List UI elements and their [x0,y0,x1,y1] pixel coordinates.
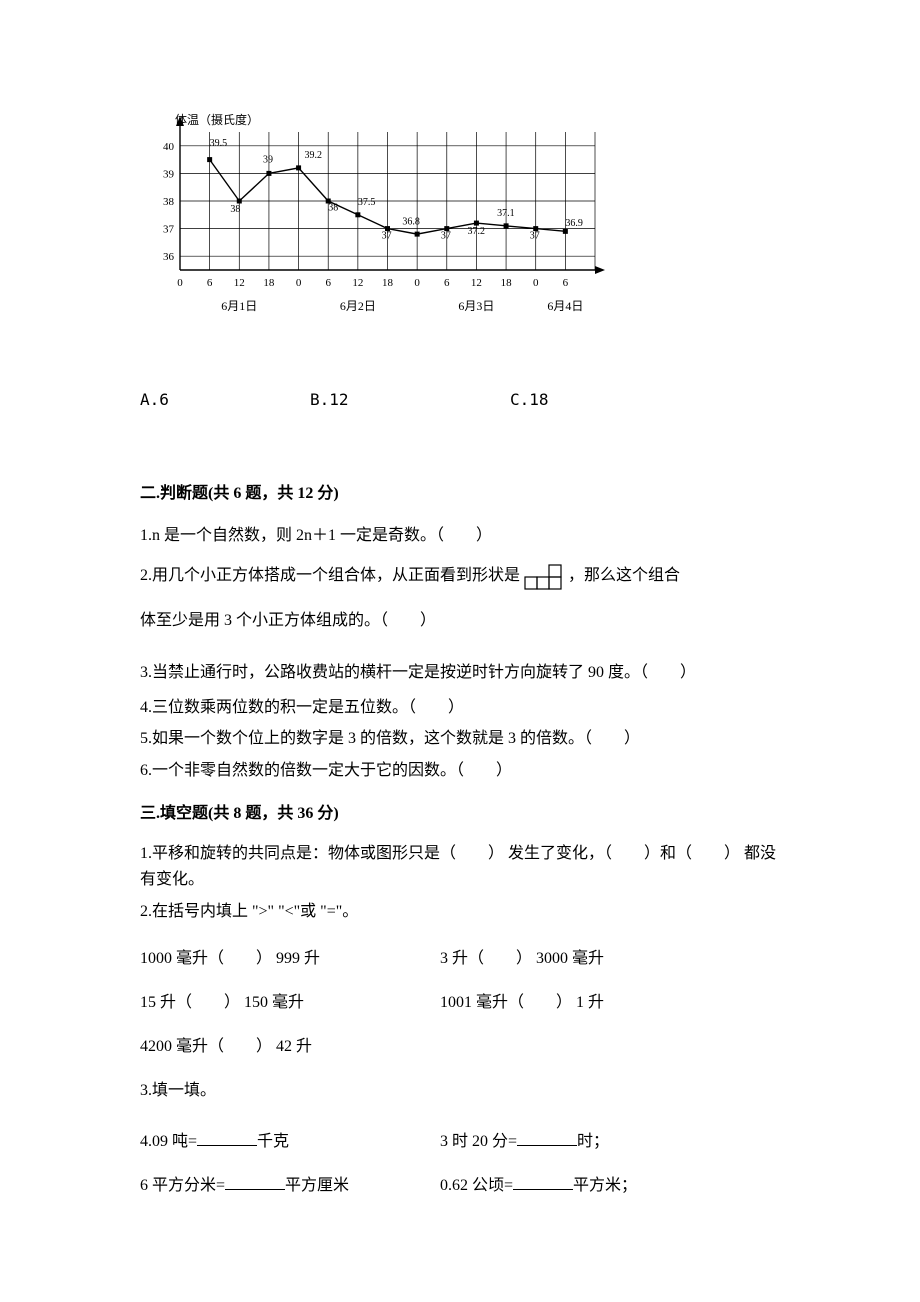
svg-text:6月3日: 6月3日 [458,299,494,313]
blank [197,1129,257,1146]
svg-text:37: 37 [382,230,392,241]
s3-q2-r2-r: 1001 毫升（ ） 1 升 [440,988,604,1012]
option-c: C.18 [510,390,549,409]
s3-q3-r2-l-a: 6 平方分米= [140,1177,225,1194]
shape-icon [524,563,564,591]
s3-q3-r1-r-b: 时； [577,1133,609,1150]
svg-text:12: 12 [471,277,482,289]
svg-text:0: 0 [414,277,420,289]
option-a: A.6 [140,390,310,409]
svg-text:37: 37 [441,230,451,241]
svg-text:38: 38 [163,196,175,208]
svg-text:6: 6 [444,277,450,289]
option-b: B.12 [310,390,510,409]
svg-text:38: 38 [328,203,338,214]
svg-text:18: 18 [501,277,512,289]
svg-text:6: 6 [325,277,331,289]
s3-q2-row2: 15 升（ ） 150 毫升 1001 毫升（ ） 1 升 [140,988,790,1012]
chart-svg: 36 37 38 39 40 体温（摄氏度） 0 6 12 18 0 6 12 18 0 6 12 18 0 6 6月1… [140,110,610,335]
s3-q3-r1-l: 4.09 吨= 千克 [140,1127,440,1151]
svg-text:39.2: 39.2 [305,150,323,161]
svg-text:18: 18 [263,277,275,289]
svg-text:18: 18 [382,277,394,289]
svg-text:37.5: 37.5 [358,197,376,208]
svg-text:37.2: 37.2 [468,226,486,237]
s2-q4: 4.三位数乘两位数的积一定是五位数。（ ） [140,695,790,721]
svg-text:6月4日: 6月4日 [547,299,583,313]
s3-q3-r2-l-b: 平方厘米 [285,1177,349,1194]
s3-q2-r1-r: 3 升（ ） 3000 毫升 [440,944,604,968]
s3-q2-r3-l: 4200 毫升（ ） 42 升 [140,1032,440,1056]
s3-q3-r2-l: 6 平方分米= 平方厘米 [140,1171,440,1195]
s3-q3-intro: 3.填一填。 [140,1076,790,1106]
svg-text:6: 6 [207,277,213,289]
s3-q2-row1: 1000 毫升（ ） 999 升 3 升（ ） 3000 毫升 [140,944,790,968]
s2-q2-text-b: ，那么这个组合 [568,567,680,584]
blank [517,1129,577,1146]
svg-text:0: 0 [177,277,183,289]
svg-text:39.5: 39.5 [210,138,228,149]
svg-text:36.9: 36.9 [565,218,583,229]
s3-q2-intro: 2.在括号内填上 ">" "<"或 "="。 [140,899,790,925]
s3-q2-row3: 4200 毫升（ ） 42 升 [140,1032,790,1056]
svg-text:体温（摄氏度）: 体温（摄氏度） [175,112,259,127]
svg-text:39: 39 [163,168,175,180]
s3-q3-r1-r: 3 时 20 分= 时； [440,1127,609,1151]
s2-q3: 3.当禁止通行时，公路收费站的横杆一定是按逆时针方向旋转了 90 度。（ ） [140,658,790,688]
svg-text:36.8: 36.8 [402,216,420,227]
svg-text:37: 37 [163,224,175,236]
s3-q3-r2-r: 0.62 公顷= 平方米； [440,1171,637,1195]
blank [225,1173,285,1190]
svg-text:12: 12 [352,277,363,289]
s3-q3-r2-r-b: 平方米； [573,1177,637,1194]
s2-q2-text-a: 2.用几个小正方体搭成一个组合体，从正面看到形状是 [140,567,520,584]
s2-q2: 2.用几个小正方体搭成一个组合体，从正面看到形状是 ，那么这个组合 体至少是用 … [140,557,790,640]
svg-text:6: 6 [563,277,569,289]
svg-text:0: 0 [533,277,539,289]
s3-q3-r1-r-a: 3 时 20 分= [440,1133,517,1150]
svg-text:12: 12 [234,277,245,289]
s3-q2-r2-l: 15 升（ ） 150 毫升 [140,988,440,1012]
s3-q3-row1: 4.09 吨= 千克 3 时 20 分= 时； [140,1127,790,1151]
svg-text:6月1日: 6月1日 [221,299,257,313]
s3-q3-r1-l-b: 千克 [257,1133,289,1150]
s3-q1: 1.平移和旋转的共同点是：物体或图形只是（ ） 发生了变化，（ ）和（ ） 都没… [140,841,790,892]
temperature-chart: 36 37 38 39 40 体温（摄氏度） 0 6 12 18 0 6 12 18 0 6 12 18 0 6 6月1… [140,110,790,340]
s2-q1: 1.n 是一个自然数，则 2n＋1 一定是奇数。（ ） [140,521,790,551]
section3-heading: 三.填空题(共 8 题，共 36 分) [140,799,790,823]
svg-text:36: 36 [163,251,175,263]
svg-text:6月2日: 6月2日 [340,299,376,313]
svg-text:37: 37 [530,230,540,241]
s3-q3-row2: 6 平方分米= 平方厘米 0.62 公顷= 平方米； [140,1171,790,1195]
svg-text:38: 38 [230,204,240,215]
svg-text:37.1: 37.1 [497,208,515,219]
s2-q5: 5.如果一个数个位上的数字是 3 的倍数，这个数就是 3 的倍数。（ ） [140,726,790,752]
s2-q6: 6.一个非零自然数的倍数一定大于它的因数。（ ） [140,758,790,784]
svg-text:40: 40 [163,141,175,153]
s3-q2-r1-l: 1000 毫升（ ） 999 升 [140,944,440,968]
s3-q3-r1-l-a: 4.09 吨= [140,1133,197,1150]
svg-text:0: 0 [296,277,302,289]
blank [513,1173,573,1190]
s3-q3-r2-r-a: 0.62 公顷= [440,1177,513,1194]
s2-q2-text-c: 体至少是用 3 个小正方体组成的。（ ） [140,602,790,640]
mc-options: A.6 B.12 C.18 [140,390,790,409]
svg-text:39: 39 [263,154,273,165]
section2-heading: 二.判断题(共 6 题，共 12 分) [140,479,790,503]
